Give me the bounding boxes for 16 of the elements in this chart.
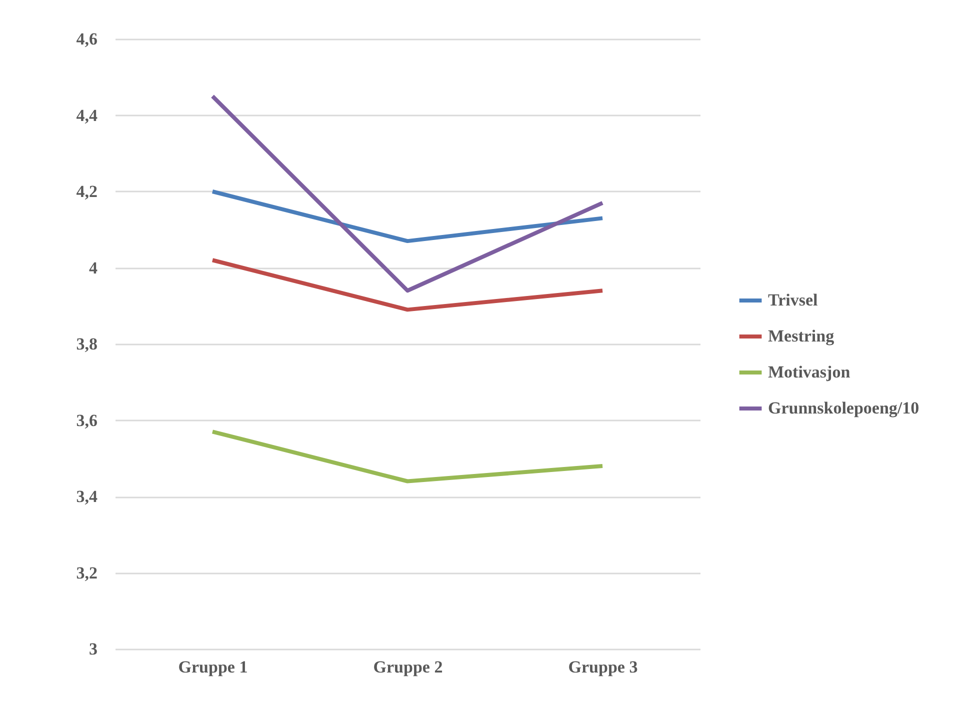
y-tick-label: 3,6 <box>76 410 98 430</box>
x-tick-label: Gruppe 2 <box>373 658 443 676</box>
legend-label: Mestring <box>768 326 835 346</box>
legend-label: Motivasjon <box>768 362 851 382</box>
y-tick-label: 3,8 <box>76 334 98 354</box>
legend-label: Grunnskolepoeng/10 <box>768 398 920 418</box>
y-tick-label: 4,2 <box>76 182 98 201</box>
y-tick-label: 4,6 <box>76 30 98 48</box>
y-tick-label: 3 <box>89 640 98 658</box>
y-tick-label: 4 <box>89 258 98 278</box>
x-tick-label: Gruppe 1 <box>178 658 248 676</box>
x-tick-label: Gruppe 3 <box>568 658 638 676</box>
y-tick-label: 4,4 <box>76 106 98 125</box>
y-tick-label: 3,4 <box>76 487 98 506</box>
y-tick-label: 3,2 <box>76 563 98 582</box>
legend-label: Trivsel <box>768 290 818 310</box>
